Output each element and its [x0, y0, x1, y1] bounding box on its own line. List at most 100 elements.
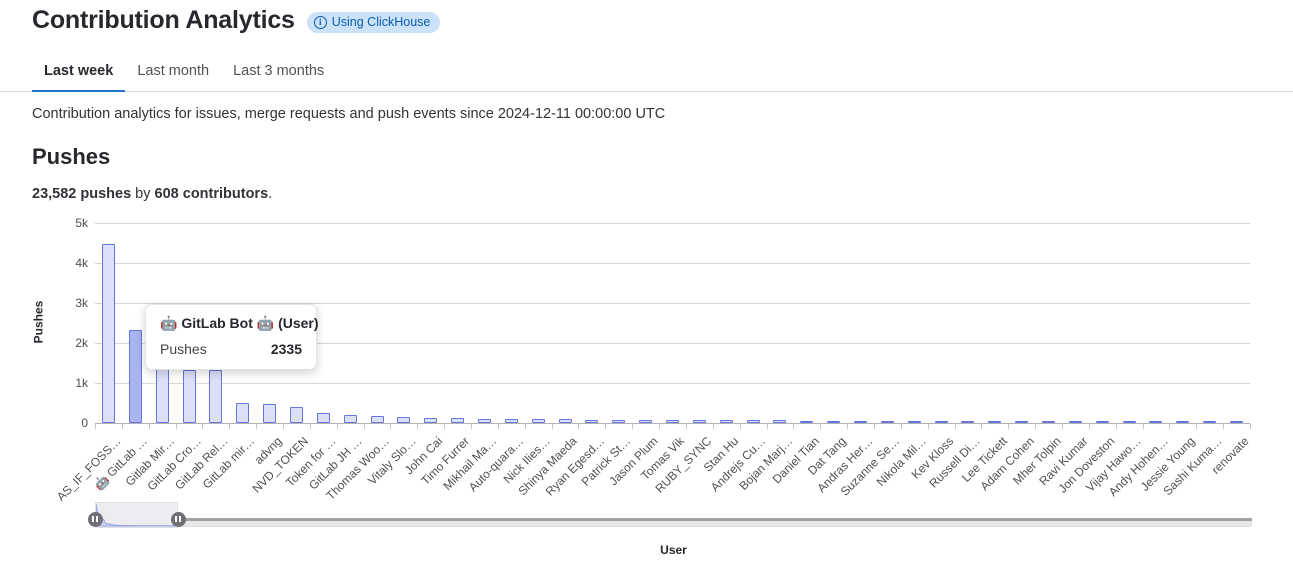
grip-pause-icon: [174, 515, 177, 523]
x-tick-mark: [820, 424, 822, 429]
bar-Tomas Vik[interactable]: [666, 420, 679, 423]
bar-Adam Cohen[interactable]: [1015, 421, 1029, 423]
bar-Ravi Kumar[interactable]: [1068, 421, 1082, 423]
x-label-Jessie Young: Jessie Young: [0, 432, 1198, 494]
bar-Jessie Young[interactable]: [1176, 421, 1190, 423]
x-label-Auto-quara…: Auto-quara…: [0, 432, 526, 494]
bar-renovate[interactable]: [1230, 421, 1244, 423]
bar-Mher Tolpin[interactable]: [1042, 421, 1056, 423]
bar-Andras Her…[interactable]: [854, 420, 868, 423]
chart-tooltip: 🤖 GitLab Bot 🤖 (User) Pushes 2335: [145, 304, 319, 370]
bar-Daniel Tian[interactable]: [800, 420, 814, 423]
x-label-text: AS_IF_FOSS…: [53, 434, 124, 504]
x-label-text: GitLab JH …: [306, 434, 366, 493]
bar-Jon Doveston[interactable]: [1095, 421, 1109, 423]
x-label-text: RUBY_SYNC: [652, 434, 715, 496]
bar-Thomas Woo…[interactable]: [370, 416, 384, 423]
bar-Nick Ilies…[interactable]: [531, 419, 545, 423]
bar-🤖 GitLab …[interactable]: [128, 329, 142, 423]
bar-GitLab Rel…[interactable]: [209, 370, 223, 423]
x-label-Andrejs Cu…: Andrejs Cu…: [0, 432, 768, 494]
bar-GitLab JH …[interactable]: [343, 415, 357, 423]
gridline-4k: [95, 263, 1250, 264]
bar-Dat Tang[interactable]: [827, 420, 841, 423]
tab-last-month[interactable]: Last month: [137, 63, 210, 79]
y-tick-3k: 3k: [75, 296, 88, 310]
x-tick-mark: [766, 424, 768, 429]
x-label-text: NVD_TOKEN: [249, 434, 312, 496]
bar-Andy Hohen…[interactable]: [1149, 421, 1163, 423]
info-icon: i: [313, 15, 327, 29]
x-tick-mark: [1035, 424, 1037, 429]
x-label-Nick Ilies…: Nick Ilies…: [0, 432, 553, 486]
bar-Nikola Mil…[interactable]: [907, 420, 921, 423]
x-label-Andras Her…: Andras Her…: [0, 432, 875, 495]
x-label-Jon Doveston: Jon Doveston: [0, 432, 1117, 496]
bar-Vijay Hawo…[interactable]: [1122, 421, 1136, 423]
x-label-text: Jessie Young: [1137, 434, 1198, 494]
grip-pause-icon: [91, 515, 94, 523]
bar-Token for …[interactable]: [316, 413, 330, 423]
tab-last-3-months[interactable]: Last 3 months: [233, 63, 325, 79]
x-label-Patrick St…: Patrick St…: [0, 432, 634, 489]
bar-GitLab Cro…[interactable]: [182, 370, 196, 423]
bar-Ryan Egesd…[interactable]: [585, 419, 599, 423]
x-label-text: advng: [251, 434, 285, 468]
badge-label: Using ClickHouse: [331, 14, 431, 29]
x-label-text: Adam Cohen: [977, 434, 1037, 494]
x-label-text: Kev Kloss: [908, 434, 956, 482]
contributors-count: 608 contributors: [154, 186, 269, 202]
bar-GitLab mir…[interactable]: [236, 403, 250, 423]
clickhouse-badge[interactable]: i Using ClickHouse: [306, 11, 441, 33]
x-label-Nikola Mil…: Nikola Mil…: [0, 432, 929, 489]
bar-Patrick St…[interactable]: [612, 419, 626, 423]
x-label-Mher Tolpin: Mher Tolpin: [0, 432, 1064, 488]
bar-Shinya Maeda[interactable]: [558, 419, 572, 423]
bar-Russell Di…[interactable]: [961, 421, 975, 423]
x-label-text: Mikhail Ma…: [440, 434, 500, 493]
x-label-John Cai: John Cai: [0, 432, 445, 477]
bar-Sashi Kuma…[interactable]: [1203, 421, 1217, 423]
x-label-text: Token for …: [282, 434, 339, 490]
summary-period: .: [268, 186, 273, 202]
bar-advng[interactable]: [263, 403, 277, 423]
x-tick-mark: [739, 424, 741, 429]
period-tabs: Last week Last month Last 3 months: [0, 53, 1293, 92]
bar-Stan Hu[interactable]: [719, 420, 733, 423]
x-tick-mark: [578, 424, 580, 429]
bar-Bojan Marj…[interactable]: [773, 420, 787, 423]
y-tick-1k: 1k: [75, 376, 88, 390]
bar-NVD_TOKEN[interactable]: [289, 407, 303, 423]
bar-AS_IF_FOSS…[interactable]: [101, 243, 115, 423]
bar-RUBY_SYNC[interactable]: [692, 420, 706, 423]
bar-Jason Plum[interactable]: [639, 419, 653, 423]
bar-Gitlab Mir…[interactable]: [155, 365, 169, 423]
bar-Auto-quara…[interactable]: [504, 419, 518, 423]
bar-Timo Furrer[interactable]: [451, 418, 465, 423]
datazoom-preview-curve: [96, 503, 177, 527]
bar-Lee Tickett[interactable]: [988, 421, 1002, 423]
x-label-text: Nikola Mil…: [873, 434, 930, 490]
bar-Mikhail Ma…[interactable]: [477, 418, 491, 423]
tooltip-value: 2335: [270, 341, 302, 357]
x-tick-mark: [793, 424, 795, 429]
datazoom-window[interactable]: [95, 502, 178, 528]
bar-John Cai[interactable]: [424, 417, 438, 423]
datazoom-track[interactable]: [95, 520, 1252, 527]
x-tick-mark: [202, 424, 204, 429]
x-label-text: GitLab Cro…: [144, 434, 204, 494]
x-label-text: Ravi Kumar: [1036, 434, 1091, 489]
grip-pause-icon: [96, 515, 99, 523]
x-label-text: Daniel Tian: [769, 434, 822, 487]
bar-Andrejs Cu…[interactable]: [746, 420, 760, 423]
bar-Suzanne Se…[interactable]: [880, 420, 894, 423]
x-label-Shinya Maeda: Shinya Maeda: [0, 432, 580, 498]
x-tick-mark: [524, 424, 526, 429]
datazoom-handle-right[interactable]: [170, 511, 186, 527]
x-label-text: Gitlab Mir…: [122, 434, 178, 489]
bar-Vitaly Slo…[interactable]: [397, 417, 411, 423]
x-label-text: Andras Her…: [814, 434, 876, 496]
datazoom-handle-left[interactable]: [87, 511, 103, 527]
bar-Kev Kloss[interactable]: [934, 420, 948, 423]
tab-last-week[interactable]: Last week: [32, 53, 126, 92]
